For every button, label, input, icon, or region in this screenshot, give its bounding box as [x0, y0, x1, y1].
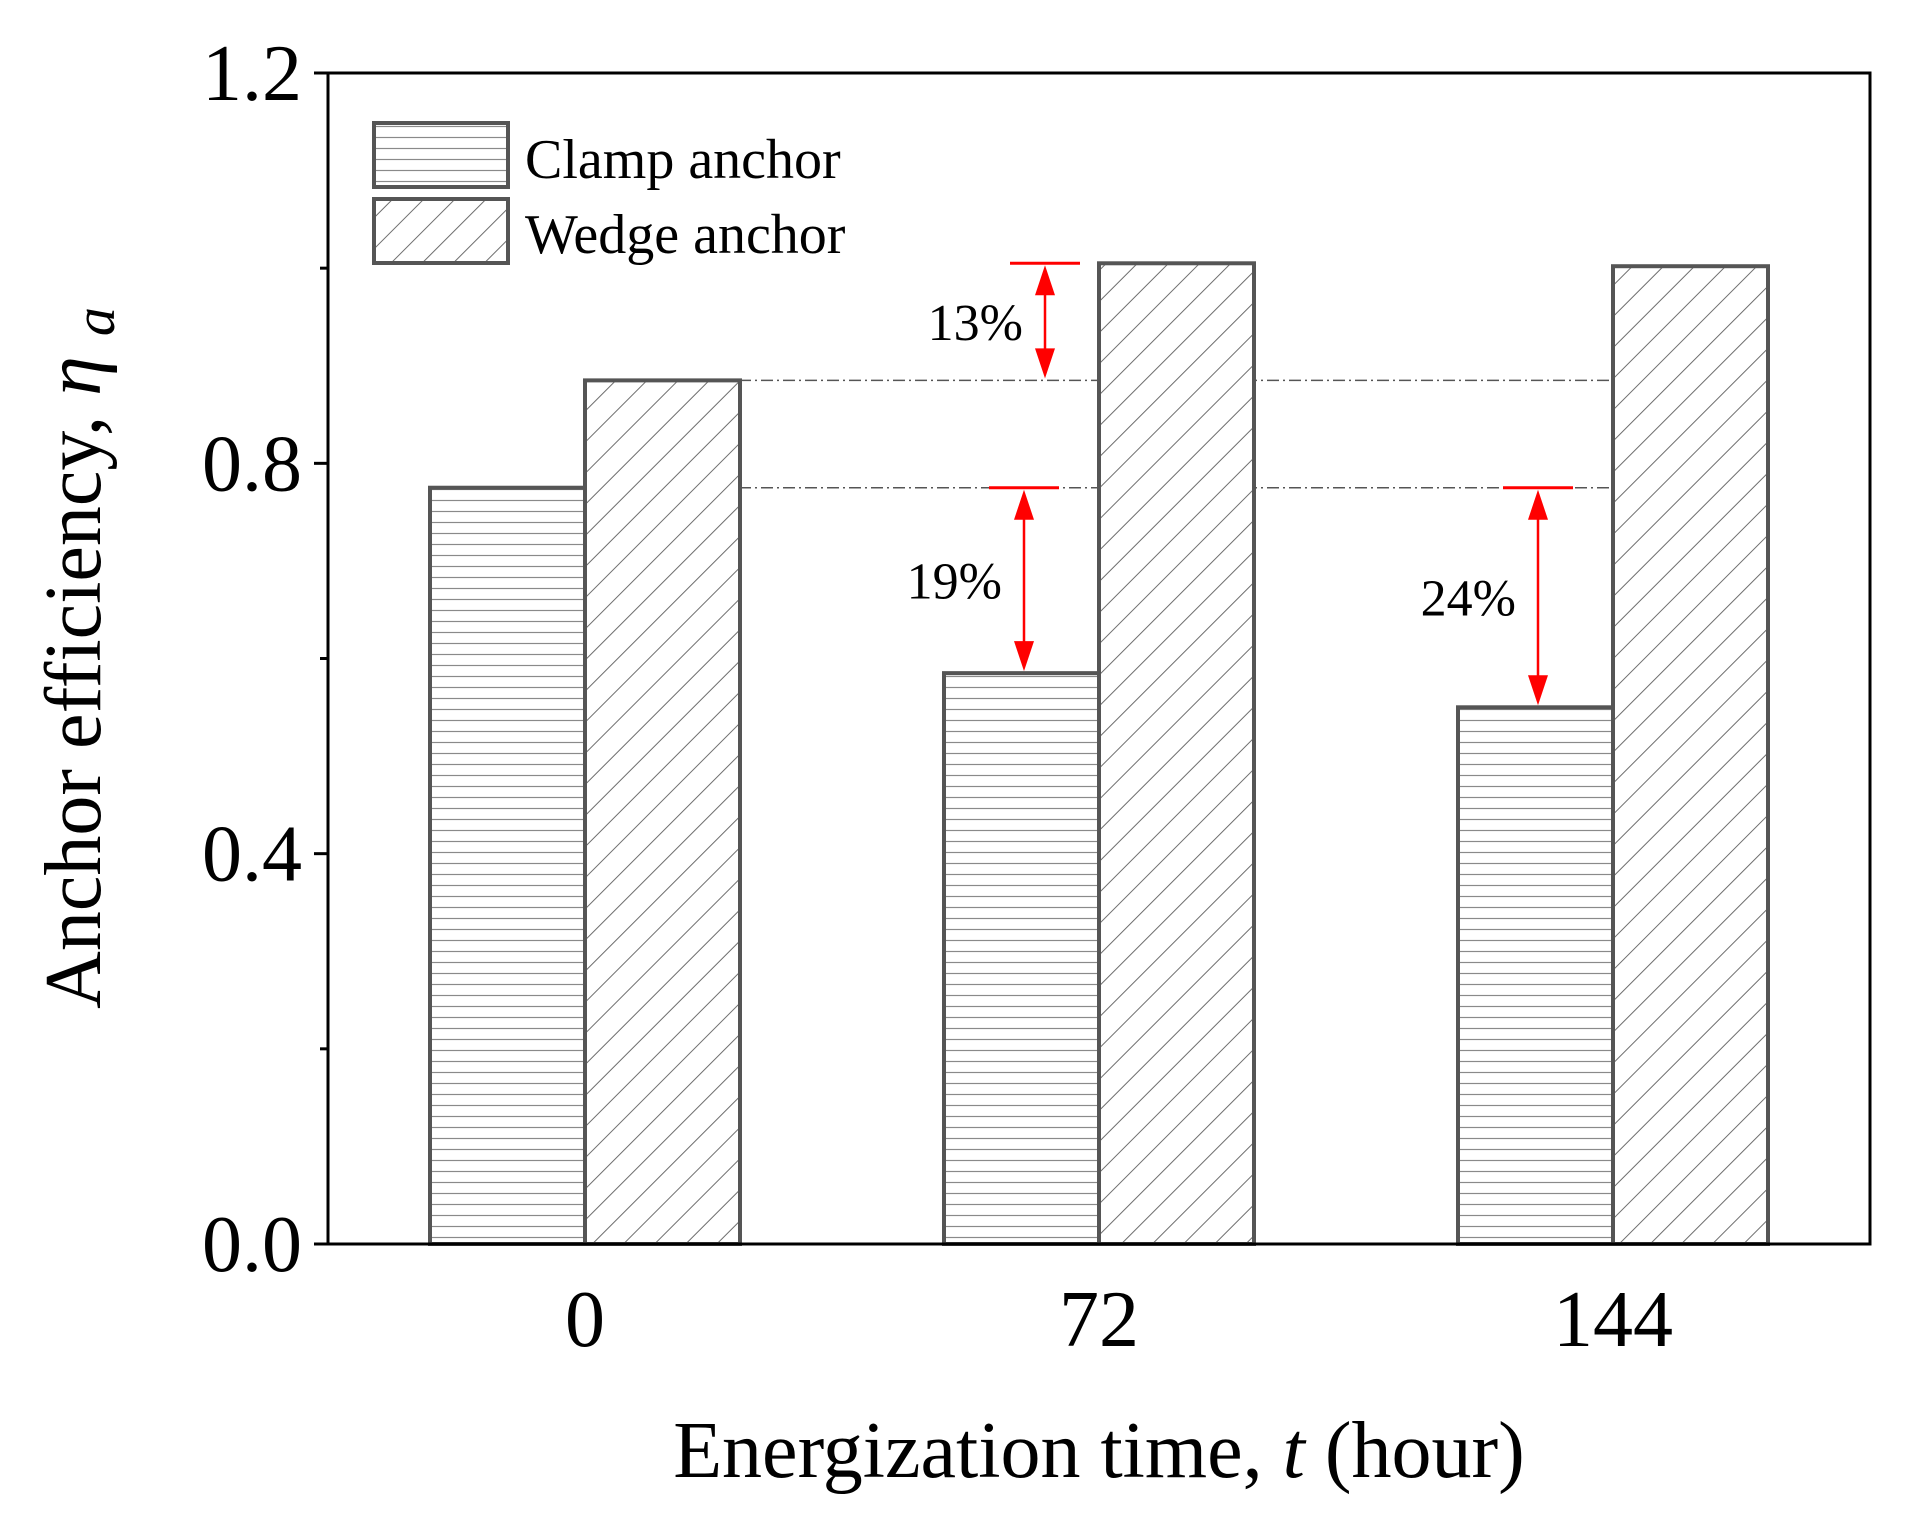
y-tick-label: 0.8: [202, 420, 302, 508]
legend: Clamp anchor Wedge anchor: [372, 121, 846, 266]
x-axis-title: Energization time, t (hour): [673, 1407, 1525, 1495]
annotations: 13% 19% 24%: [907, 261, 1573, 706]
annotation-24pct: 24%: [1421, 486, 1573, 706]
y-axis-ticks: 0.0 0.4 0.8 1.2: [202, 30, 328, 1289]
bars: [428, 261, 1770, 1247]
x-axis-title-var: t: [1283, 1407, 1307, 1495]
y-tick-label: 0.0: [202, 1201, 302, 1289]
y-tick-label: 0.4: [202, 811, 302, 899]
bar-wedge-anchor-72: [1097, 261, 1256, 1247]
x-tick-label: 0: [565, 1276, 605, 1364]
annotation-label: 13%: [928, 295, 1023, 352]
x-tick-label: 72: [1059, 1276, 1139, 1364]
legend-label-wedge: Wedge anchor: [525, 204, 846, 266]
annotation-label: 24%: [1421, 571, 1516, 628]
y-tick-label: 1.2: [202, 30, 302, 118]
x-axis-title-prefix: Energization time,: [673, 1407, 1282, 1495]
y-axis-title-prefix: Anchor efficiency,: [30, 396, 118, 1009]
annotation-13pct: 13%: [928, 261, 1080, 379]
x-axis-ticks: 0 72 144: [565, 1276, 1673, 1364]
annotation-label: 19%: [907, 553, 1002, 610]
annotation-arrowhead-down: [1014, 641, 1034, 672]
legend-swatch-wedge: [372, 197, 510, 265]
annotation-arrowhead-up: [1035, 265, 1055, 296]
y-axis-title-sub: a: [62, 307, 127, 336]
legend-label-clamp: Clamp anchor: [525, 129, 841, 191]
y-axis-title: Anchor efficiency, η a: [30, 307, 127, 1009]
bar-wedge-anchor-144: [1611, 264, 1770, 1246]
annotation-arrowhead-up: [1528, 489, 1548, 520]
bar-clamp-anchor-0: [428, 485, 587, 1246]
annotation-arrowhead-up: [1014, 489, 1034, 520]
bar-clamp-anchor-144: [1456, 705, 1615, 1246]
y-axis-title-var: η: [30, 356, 118, 396]
annotation-arrowhead-down: [1035, 348, 1055, 379]
annotation-19pct: 19%: [907, 486, 1059, 672]
x-axis-title-suffix: (hour): [1325, 1407, 1525, 1495]
x-tick-label: 144: [1553, 1276, 1673, 1364]
annotation-arrowhead-down: [1528, 675, 1548, 706]
bar-clamp-anchor-72: [942, 671, 1101, 1246]
bar-wedge-anchor-0: [583, 378, 742, 1246]
legend-swatch-clamp: [372, 121, 510, 189]
